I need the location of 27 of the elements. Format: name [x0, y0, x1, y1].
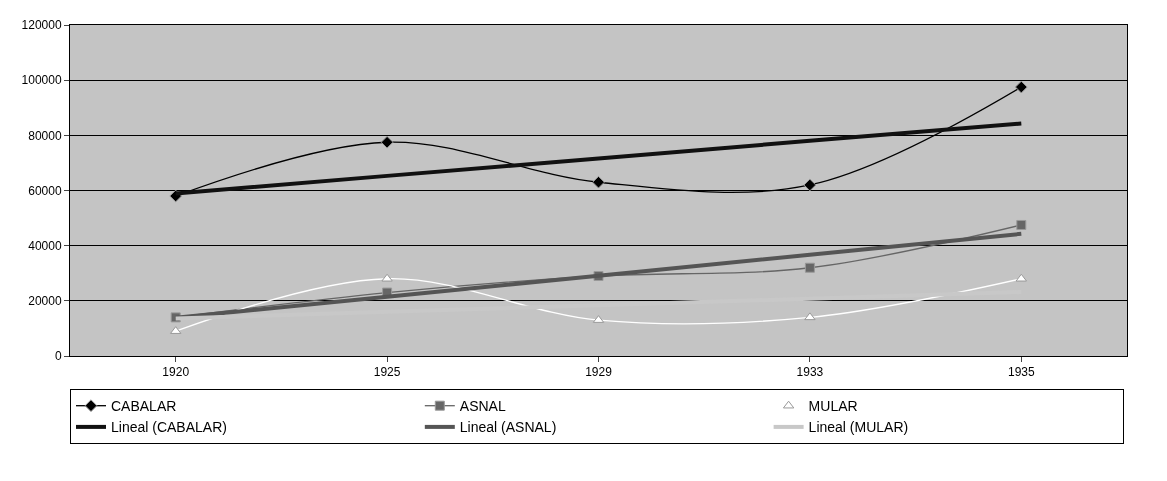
y-tick-label: 40000 — [28, 238, 62, 253]
point — [592, 175, 605, 189]
point — [1015, 273, 1027, 282]
y-tick-label: 20000 — [28, 294, 62, 309]
x-tick-label: 1935 — [1007, 365, 1035, 380]
point — [1014, 80, 1028, 94]
legend-label: MULAR — [808, 398, 858, 415]
y-tick-label: 0 — [54, 349, 62, 364]
point — [381, 273, 393, 282]
legend-label: ASNAL — [459, 398, 506, 415]
point — [1016, 219, 1027, 230]
x-tick-label: 1929 — [585, 365, 613, 380]
point — [804, 262, 815, 273]
legend-label: Lineal (ASNAL) — [459, 419, 557, 436]
legend-label: CABALAR — [111, 398, 177, 415]
x-tick-label: 1920 — [162, 365, 190, 380]
y-tick-label: 120000 — [21, 18, 62, 33]
point — [380, 135, 394, 149]
x-tick-label: 1925 — [373, 365, 401, 380]
x-tick-label: 1933 — [796, 365, 824, 380]
point — [803, 178, 817, 192]
point — [804, 312, 816, 321]
y-tick-label: 60000 — [28, 183, 62, 198]
legend-label: Lineal (CABALAR) — [111, 419, 227, 436]
y-tick-label: 100000 — [21, 73, 62, 88]
y-tick-label: 80000 — [28, 128, 62, 143]
legend-label: Lineal (MULAR) — [808, 419, 909, 436]
